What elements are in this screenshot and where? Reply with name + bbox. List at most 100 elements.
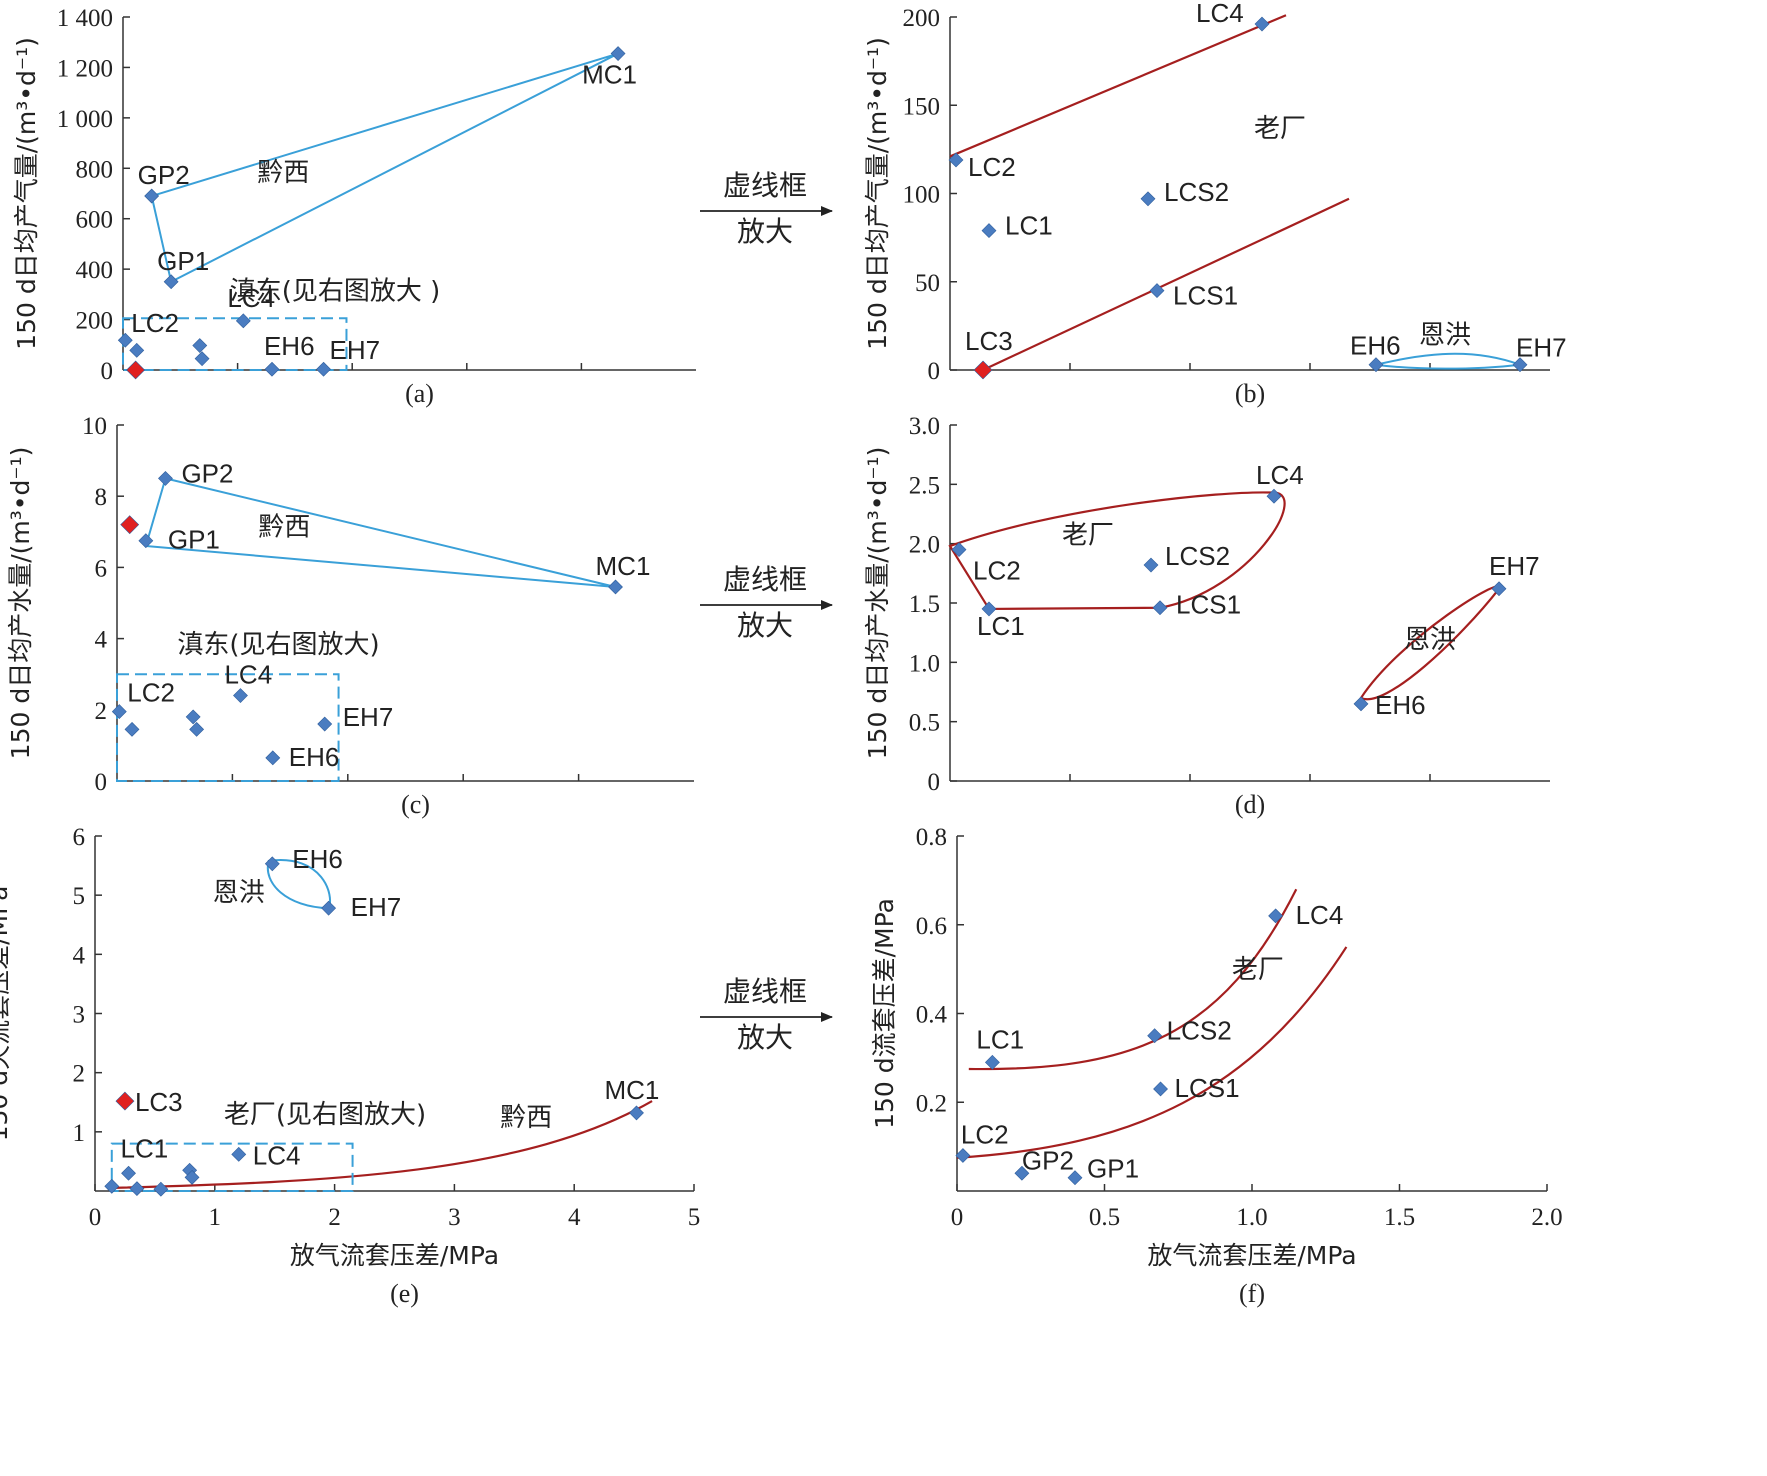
region-annotation: 恩洪 <box>213 878 265 908</box>
point-label: GP2 <box>181 458 233 488</box>
region-annotation: 滇东(见右图放大 ) <box>230 276 441 306</box>
data-point-lc1 <box>984 1054 1000 1070</box>
y-tick-label: 2 <box>73 1061 86 1088</box>
data-point <box>189 721 205 737</box>
zoom-box <box>116 673 340 783</box>
region-annotation: 老厂 <box>1232 955 1284 985</box>
y-tick-label: 0 <box>95 769 108 796</box>
data-point-lc2 <box>111 704 127 720</box>
chart-panel-5: 0.2 0.4 0.6 0.8 0 0.5 1.0 1.5 2.0 150 d流套压差/MPa 放气… <box>870 824 1563 1308</box>
point-label: LC4 <box>1296 900 1344 930</box>
region-annotation: 恩洪 <box>1404 625 1456 655</box>
y-tick-label: 0 <box>928 769 941 796</box>
region-annotation: 老厂 <box>1062 521 1114 551</box>
data-point-lc3 <box>973 360 993 380</box>
data-point-eh6 <box>1368 357 1384 373</box>
data-point-gp2 <box>144 188 160 204</box>
y-tick-label: 1 000 <box>57 106 113 133</box>
point-label: GP2 <box>1022 1145 1074 1175</box>
y-tick-label: 0 <box>928 358 941 385</box>
data-point <box>185 709 201 725</box>
data-point-lc4 <box>1266 488 1282 504</box>
y-tick-label: 1.0 <box>909 650 940 677</box>
arrow-label-line2: 放大 <box>737 1021 793 1054</box>
data-point <box>124 721 140 737</box>
y-tick-label: 1 200 <box>57 55 113 82</box>
y-tick-label: 2.5 <box>909 472 940 499</box>
x-tick-label: 4 <box>568 1204 581 1231</box>
data-point <box>192 338 208 353</box>
data-point-eh7 <box>1491 581 1507 597</box>
data-point-lcs1 <box>1153 1081 1168 1097</box>
y-tick-label: 0 <box>101 358 114 385</box>
point-label: GP1 <box>168 525 220 555</box>
data-point-eh7 <box>1512 357 1528 373</box>
data-point <box>120 515 140 535</box>
point-label: LC1 <box>1005 211 1053 241</box>
chart-panel-0: 0 200 400 600 800 1 000 1 200 1 400 150 d日均产气量/(… <box>12 5 696 408</box>
qianxi-outline <box>144 477 616 588</box>
data-point-mc1 <box>610 46 626 61</box>
data-point-lc3 <box>115 1091 135 1111</box>
point-label: MC1 <box>604 1075 659 1105</box>
data-point-lcs1 <box>1152 600 1168 616</box>
data-point-lc4 <box>233 688 248 703</box>
laochang-trend-upper <box>949 14 1287 158</box>
panel-label: (a) <box>405 379 434 408</box>
data-point-gp2 <box>1014 1165 1030 1181</box>
x-tick-label: 2 <box>328 1204 341 1231</box>
point-label: EH6 <box>1350 331 1401 361</box>
data-point <box>104 1178 120 1194</box>
chart-panel-3: 0 0.5 1.0 1.5 2.0 2.5 3.0 150 d日均产水量/(m³•d⁻¹) (d… <box>863 413 1550 819</box>
chart-panel-1: 0 50 100 150 200 150 d日均产气量/(m³•d⁻¹) (b) LC4 LC2… <box>863 0 1567 408</box>
qianxi-outline <box>150 52 619 284</box>
arrow-label-line1: 虚线框 <box>723 975 807 1008</box>
data-point-lcs2 <box>1147 1028 1163 1044</box>
point-label: LC1 <box>976 1024 1024 1054</box>
x-tick-label: 5 <box>688 1204 701 1231</box>
point-label: EH7 <box>351 892 402 922</box>
y-tick-label: 8 <box>95 484 108 511</box>
data-point-lcs1 <box>1149 283 1165 298</box>
y-axis-title: 150 d日均产气量/(m³•d⁻¹) <box>863 37 892 350</box>
y-tick-label: 6 <box>73 824 86 851</box>
region-annotation: 恩洪 <box>1419 321 1471 351</box>
data-point-gp1 <box>138 533 154 549</box>
data-point-eh6 <box>1353 696 1369 712</box>
data-point-lcs2 <box>1143 557 1159 573</box>
arrow-label-line1: 虚线框 <box>723 563 807 596</box>
point-label: MC1 <box>582 60 637 90</box>
y-tick-label: 10 <box>82 413 107 440</box>
y-tick-label: 1.5 <box>909 591 940 618</box>
x-tick-label: 3 <box>448 1204 461 1231</box>
point-label: LC4 <box>1256 460 1304 490</box>
data-point <box>194 351 210 367</box>
y-tick-label: 100 <box>903 182 941 209</box>
chart-panel-4: 1 2 3 4 5 6 0 1 2 3 4 5 150 d天流套压差/MPa 放气流套压差/MPa (e) E… <box>0 824 700 1308</box>
y-axis-title: 150 d日均产水量/(m³•d⁻¹) <box>6 447 35 760</box>
data-point-gp1 <box>1067 1170 1083 1186</box>
panel-label: (f) <box>1239 1279 1265 1308</box>
y-tick-label: 1 400 <box>57 5 113 32</box>
point-label: GP1 <box>1087 1154 1139 1184</box>
y-tick-label: 400 <box>76 257 114 284</box>
region-annotation: 老厂(见右图放大) <box>224 1100 426 1130</box>
point-label: EH6 <box>289 742 340 772</box>
point-label: LC2 <box>968 152 1016 182</box>
point-label: LC2 <box>973 556 1021 586</box>
data-point-eh7 <box>316 361 331 377</box>
y-tick-label: 2.0 <box>909 532 940 559</box>
panel-label: (d) <box>1235 790 1265 819</box>
point-label: LC4 <box>1196 0 1244 28</box>
point-label: EH7 <box>1489 551 1540 581</box>
arrow-label-line2: 放大 <box>737 609 793 642</box>
point-label: LC4 <box>253 1140 301 1170</box>
point-label: GP2 <box>138 160 190 190</box>
y-axis-title: 150 d日均产气量/(m³•d⁻¹) <box>12 37 41 350</box>
arrow-label-line1: 虚线框 <box>723 169 807 202</box>
data-point-eh6 <box>264 856 280 872</box>
y-tick-label: 2 <box>95 698 108 725</box>
region-annotation: 黔西 <box>500 1103 552 1133</box>
